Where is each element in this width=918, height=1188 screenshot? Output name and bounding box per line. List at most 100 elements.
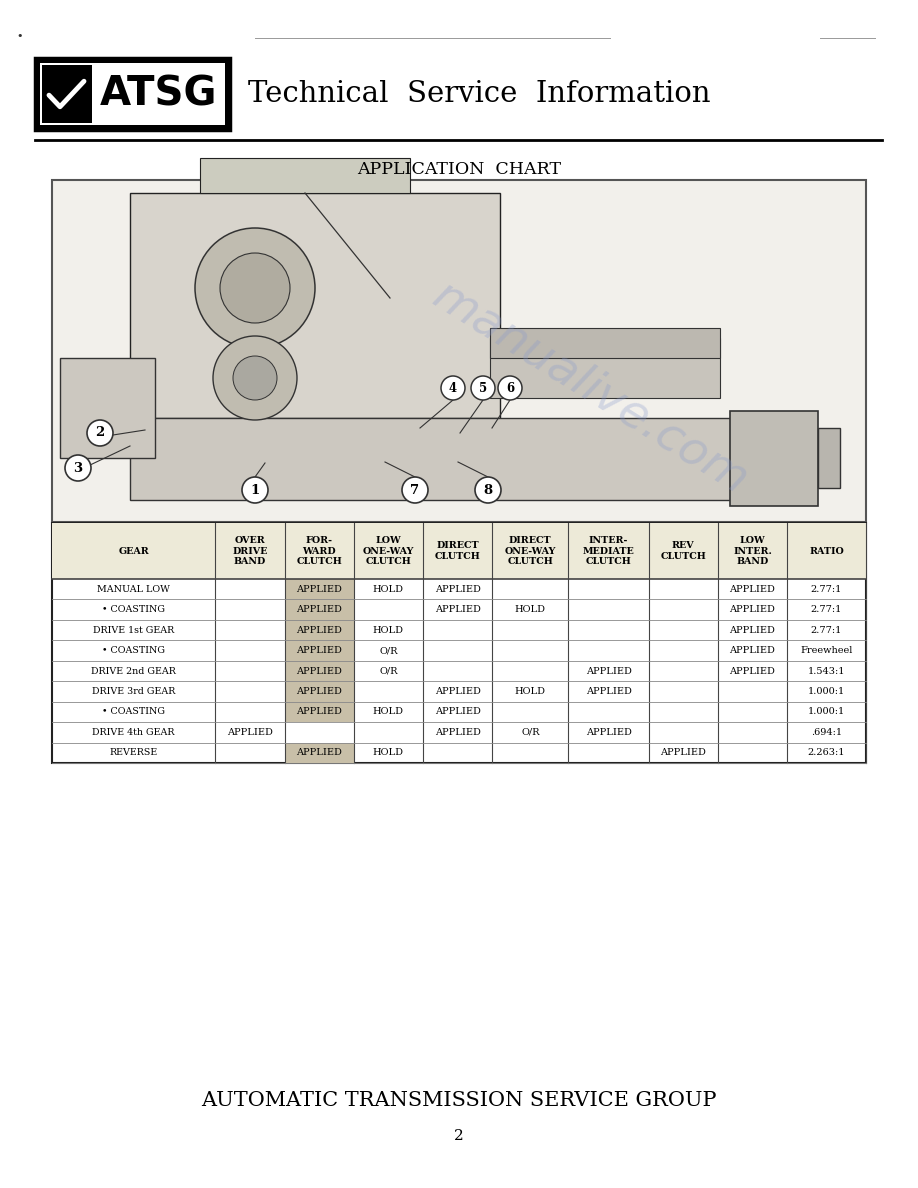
Text: REVERSE: REVERSE [109,748,158,757]
Text: APPLIED: APPLIED [730,666,776,676]
Text: LOW
INTER.
BAND: LOW INTER. BAND [733,536,772,567]
Text: Freewheel: Freewheel [800,646,853,655]
Circle shape [471,375,495,400]
Text: APPLIED: APPLIED [586,687,632,696]
Text: APPLIED: APPLIED [297,748,342,757]
Circle shape [195,228,315,348]
Text: HOLD: HOLD [373,748,404,757]
Text: 5: 5 [479,381,487,394]
Text: 2.77:1: 2.77:1 [811,626,842,634]
Text: DIRECT
CLUTCH: DIRECT CLUTCH [435,541,480,561]
Bar [818,428,840,488]
Text: APPLICATION  CHART: APPLICATION CHART [357,162,561,178]
Circle shape [65,455,91,481]
Circle shape [213,336,297,421]
Text: APPLIED: APPLIED [586,666,632,676]
Text: OVER
DRIVE
BAND: OVER DRIVE BAND [232,536,268,567]
Bar [130,192,500,418]
Bar [52,523,866,763]
Bar [52,523,866,579]
Text: APPLIED: APPLIED [297,626,342,634]
Bar [60,358,155,459]
Text: 7: 7 [410,484,420,497]
Text: O/R: O/R [379,646,397,655]
Text: APPLIED: APPLIED [227,728,273,737]
Bar [490,339,720,398]
Text: 1.543:1: 1.543:1 [808,666,845,676]
Text: O/R: O/R [521,728,540,737]
Text: DRIVE 3rd GEAR: DRIVE 3rd GEAR [92,687,175,696]
Text: APPLIED: APPLIED [435,687,480,696]
Text: APPLIED: APPLIED [730,605,776,614]
Text: 2: 2 [95,426,105,440]
Text: APPLIED: APPLIED [297,605,342,614]
Circle shape [441,375,465,400]
Bar [285,661,353,681]
Bar [42,65,92,124]
Text: •: • [16,31,23,42]
Text: • COASTING: • COASTING [102,707,165,716]
Text: 4: 4 [449,381,457,394]
Text: RATIO: RATIO [809,546,844,556]
Text: ATSG: ATSG [100,74,218,114]
Text: 2.77:1: 2.77:1 [811,584,842,594]
Text: Technical  Service  Information: Technical Service Information [248,80,711,108]
Text: DRIVE 2nd GEAR: DRIVE 2nd GEAR [91,666,176,676]
Text: APPLIED: APPLIED [297,584,342,594]
Circle shape [233,356,277,400]
Bar [285,681,353,702]
Text: APPLIED: APPLIED [660,748,706,757]
Circle shape [220,253,290,323]
Circle shape [498,375,522,400]
Text: APPLIED: APPLIED [297,666,342,676]
Text: GEAR: GEAR [118,546,149,556]
Text: DRIVE 1st GEAR: DRIVE 1st GEAR [93,626,174,634]
Bar [285,579,353,600]
Text: APPLIED: APPLIED [435,728,480,737]
Text: 8: 8 [484,484,493,497]
Bar [130,418,770,500]
Text: 6: 6 [506,381,514,394]
Text: APPLIED: APPLIED [435,707,480,716]
Bar [35,58,230,129]
Text: • COASTING: • COASTING [102,646,165,655]
Text: APPLIED: APPLIED [586,728,632,737]
Bar [285,620,353,640]
Bar [730,411,818,506]
Text: DRIVE 4th GEAR: DRIVE 4th GEAR [93,728,175,737]
Text: 1: 1 [251,484,260,497]
Text: manualive.com: manualive.com [424,273,756,504]
Text: HOLD: HOLD [373,584,404,594]
Text: .694:1: .694:1 [811,728,842,737]
Text: O/R: O/R [379,666,397,676]
Bar [200,158,410,192]
Text: LOW
ONE-WAY
CLUTCH: LOW ONE-WAY CLUTCH [363,536,414,567]
Bar [285,702,353,722]
Bar [285,640,353,661]
Text: APPLIED: APPLIED [435,584,480,594]
Text: DIRECT
ONE-WAY
CLUTCH: DIRECT ONE-WAY CLUTCH [505,536,556,567]
Text: 1.000:1: 1.000:1 [808,687,845,696]
Bar [285,742,353,763]
Bar [52,181,866,522]
Text: APPLIED: APPLIED [297,707,342,716]
Text: APPLIED: APPLIED [297,646,342,655]
Text: AUTOMATIC TRANSMISSION SERVICE GROUP: AUTOMATIC TRANSMISSION SERVICE GROUP [201,1091,717,1110]
Text: APPLIED: APPLIED [435,605,480,614]
Circle shape [87,421,113,446]
Bar [40,63,225,125]
Text: HOLD: HOLD [515,605,546,614]
Text: HOLD: HOLD [373,626,404,634]
Text: • COASTING: • COASTING [102,605,165,614]
Text: FOR-
WARD
CLUTCH: FOR- WARD CLUTCH [297,536,342,567]
Text: 3: 3 [73,461,83,474]
Bar [490,328,720,358]
Text: APPLIED: APPLIED [730,646,776,655]
Circle shape [475,478,501,503]
Text: APPLIED: APPLIED [297,687,342,696]
Text: REV
CLUTCH: REV CLUTCH [660,541,706,561]
Circle shape [242,478,268,503]
Circle shape [402,478,428,503]
Text: 2.263:1: 2.263:1 [808,748,845,757]
Text: MANUAL LOW: MANUAL LOW [97,584,170,594]
